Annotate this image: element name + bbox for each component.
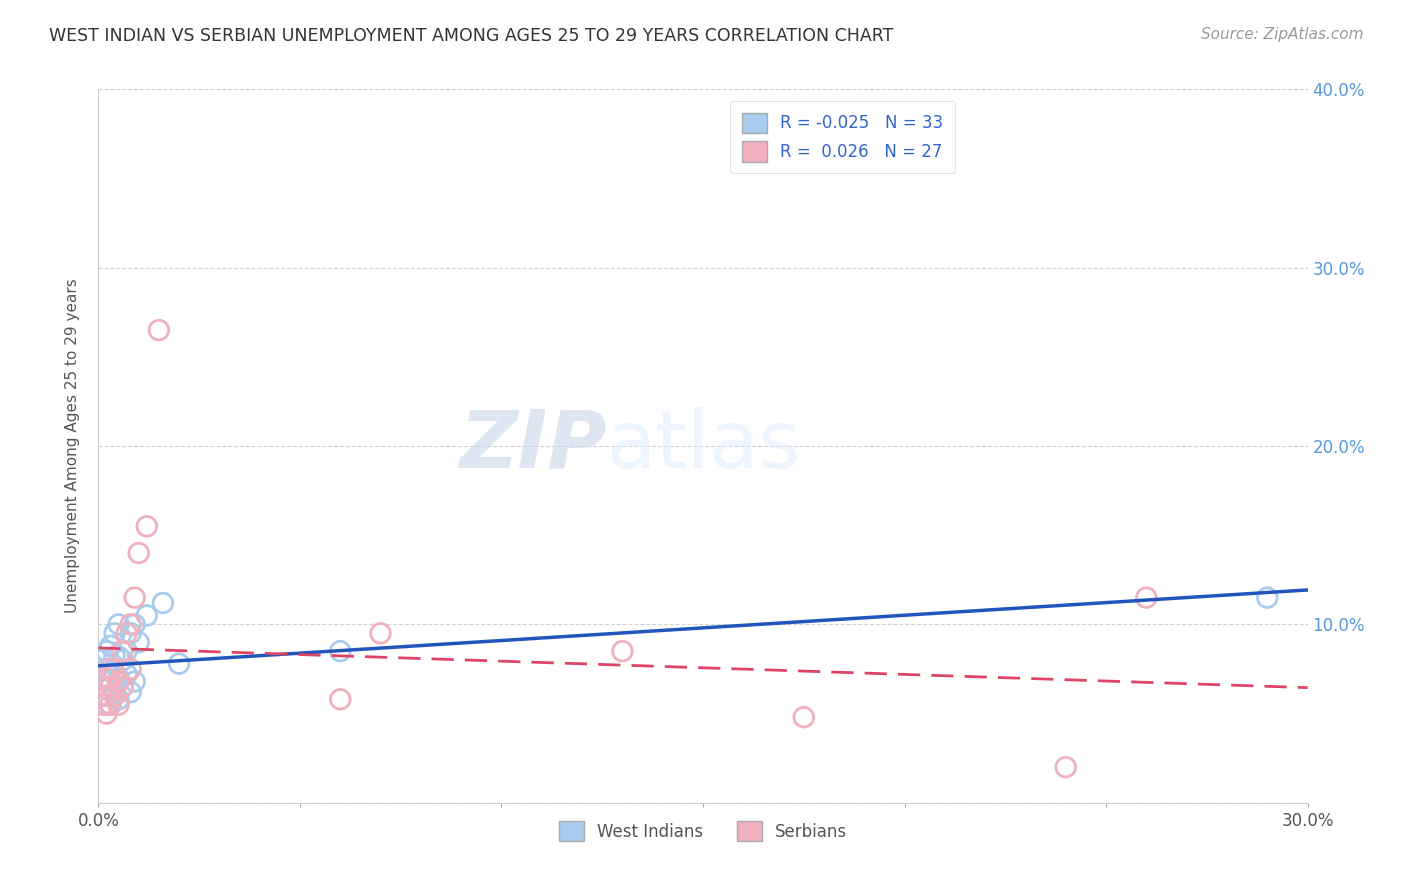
Point bbox=[329, 692, 352, 706]
Point bbox=[111, 680, 134, 694]
Point bbox=[100, 680, 122, 694]
Point bbox=[100, 698, 122, 712]
Point bbox=[120, 626, 142, 640]
Point bbox=[103, 689, 125, 703]
Point bbox=[96, 680, 118, 694]
Point bbox=[107, 671, 129, 685]
Point bbox=[103, 626, 125, 640]
Point bbox=[135, 519, 157, 533]
Point bbox=[103, 667, 125, 681]
Point bbox=[1256, 591, 1278, 605]
Point bbox=[107, 698, 129, 712]
Point bbox=[111, 653, 134, 667]
Point bbox=[96, 644, 118, 658]
Point bbox=[107, 692, 129, 706]
Point bbox=[107, 617, 129, 632]
Text: WEST INDIAN VS SERBIAN UNEMPLOYMENT AMONG AGES 25 TO 29 YEARS CORRELATION CHART: WEST INDIAN VS SERBIAN UNEMPLOYMENT AMON… bbox=[49, 27, 894, 45]
Point bbox=[135, 608, 157, 623]
Point bbox=[612, 644, 634, 658]
Point bbox=[96, 706, 118, 721]
Point bbox=[91, 671, 114, 685]
Point bbox=[124, 591, 146, 605]
Point bbox=[91, 680, 114, 694]
Point bbox=[329, 644, 352, 658]
Point bbox=[96, 662, 118, 676]
Point bbox=[100, 662, 122, 676]
Point bbox=[103, 685, 125, 699]
Point bbox=[100, 698, 122, 712]
Text: ZIP: ZIP bbox=[458, 407, 606, 485]
Point bbox=[100, 662, 122, 676]
Point bbox=[167, 657, 190, 671]
Point bbox=[148, 323, 170, 337]
Point bbox=[107, 674, 129, 689]
Point bbox=[128, 635, 150, 649]
Point bbox=[111, 680, 134, 694]
Text: Source: ZipAtlas.com: Source: ZipAtlas.com bbox=[1201, 27, 1364, 42]
Point bbox=[91, 689, 114, 703]
Point bbox=[1135, 591, 1157, 605]
Point bbox=[124, 617, 146, 632]
Point bbox=[370, 626, 392, 640]
Point bbox=[103, 649, 125, 664]
Point bbox=[120, 662, 142, 676]
Point bbox=[128, 546, 150, 560]
Point bbox=[793, 710, 815, 724]
Point bbox=[96, 698, 118, 712]
Point bbox=[103, 667, 125, 681]
Point bbox=[96, 671, 118, 685]
Point bbox=[120, 685, 142, 699]
Point bbox=[115, 644, 138, 658]
Legend: West Indians, Serbians: West Indians, Serbians bbox=[553, 814, 853, 848]
Point bbox=[100, 674, 122, 689]
Point bbox=[120, 617, 142, 632]
Point bbox=[124, 674, 146, 689]
Point bbox=[91, 653, 114, 667]
Point bbox=[1054, 760, 1077, 774]
Point bbox=[152, 596, 174, 610]
Y-axis label: Unemployment Among Ages 25 to 29 years: Unemployment Among Ages 25 to 29 years bbox=[65, 278, 80, 614]
Point bbox=[91, 698, 114, 712]
Point bbox=[111, 644, 134, 658]
Point bbox=[115, 626, 138, 640]
Point bbox=[115, 667, 138, 681]
Text: atlas: atlas bbox=[606, 407, 800, 485]
Point bbox=[96, 689, 118, 703]
Point bbox=[100, 639, 122, 653]
Point bbox=[107, 649, 129, 664]
